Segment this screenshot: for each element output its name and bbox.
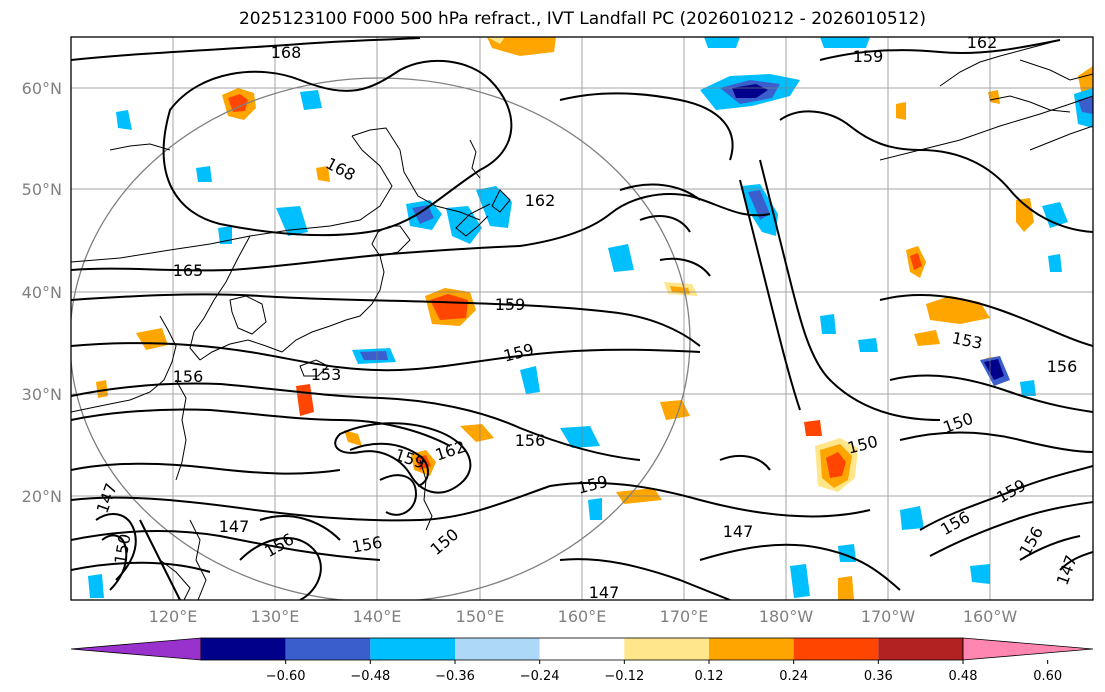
lat-label-60n: 60°N (22, 79, 62, 98)
lon-label-170e: 170°E (660, 607, 709, 626)
lon-label-150e: 150°E (456, 607, 505, 626)
colorbar-swatch (793, 638, 879, 660)
lon-label-160w: 160°W (963, 607, 1018, 626)
colorbar-tick-label: 0.60 (1033, 669, 1062, 684)
colorbar-tick-label: −0.48 (350, 669, 390, 684)
contour-label: 156 (1047, 357, 1078, 376)
graticule (71, 37, 1093, 600)
latitude-labels: 60°N 50°N 40°N 30°N 20°N (22, 79, 62, 506)
contour-label: 159 (853, 47, 884, 66)
lon-label-180w: 180°W (759, 607, 814, 626)
lat-label-20n: 20°N (22, 487, 62, 506)
colorbar-tick-label: 0.12 (695, 669, 724, 684)
colorbar-swatch (539, 638, 625, 660)
colorbar-tick-label: −0.24 (520, 669, 560, 684)
landfall-region-circle (71, 77, 691, 600)
lon-label-160e: 160°E (558, 607, 607, 626)
colorbar-swatch (285, 638, 371, 660)
contour-label: 162 (967, 33, 998, 52)
lon-label-140e: 140°E (353, 607, 402, 626)
contour-label: 156 (515, 431, 546, 450)
colorbar-tick-label: −0.36 (435, 669, 475, 684)
lat-label-50n: 50°N (22, 180, 62, 199)
contour-label: 153 (311, 365, 342, 384)
colorbar-extend-high (962, 637, 1094, 661)
colorbar-swatch (878, 638, 963, 660)
contour-label: 159 (495, 295, 526, 314)
colorbar-swatch (709, 638, 794, 660)
shaded-anomaly-layer (88, 37, 1093, 600)
contour-label: 147 (723, 522, 754, 541)
map-frame (70, 36, 1094, 601)
lat-label-30n: 30°N (22, 385, 62, 404)
contour-label: 162 (525, 191, 556, 210)
colorbar-tick-label: −0.12 (604, 669, 644, 684)
contour-label: 168 (271, 43, 302, 62)
longitude-labels: 120°E 130°E 140°E 150°E 160°E 170°E 180°… (149, 607, 1018, 626)
colorbar-tick-label: 0.24 (779, 669, 808, 684)
colorbar: −0.60 −0.48 −0.36 −0.24 −0.12 0.12 0.24 0.36 0.4… (70, 637, 1094, 684)
contour-label: 165 (173, 261, 204, 280)
contour-lines (71, 37, 1093, 600)
colorbar-extend-low (70, 637, 202, 661)
contour-label: 147 (219, 517, 250, 536)
lon-label-170w: 170°W (861, 607, 916, 626)
positive-anomaly-patches (96, 37, 1093, 600)
lat-label-40n: 40°N (22, 283, 62, 302)
colorbar-swatch (201, 638, 286, 660)
contour-label: 156 (173, 367, 204, 386)
colorbar-swatch (624, 638, 709, 660)
contour-label: 147 (589, 583, 620, 602)
colorbar-swatch (370, 638, 455, 660)
colorbar-swatch (455, 638, 540, 660)
lon-label-120e: 120°E (149, 607, 198, 626)
lon-label-130e: 130°E (251, 607, 300, 626)
colorbar-tick-label: 0.36 (864, 669, 893, 684)
colorbar-tick-label: −0.60 (266, 669, 306, 684)
colorbar-outline (200, 637, 964, 661)
map-title: 2025123100 F000 500 hPa refract., IVT La… (238, 9, 926, 29)
colorbar-tick-label: 0.48 (949, 669, 978, 684)
